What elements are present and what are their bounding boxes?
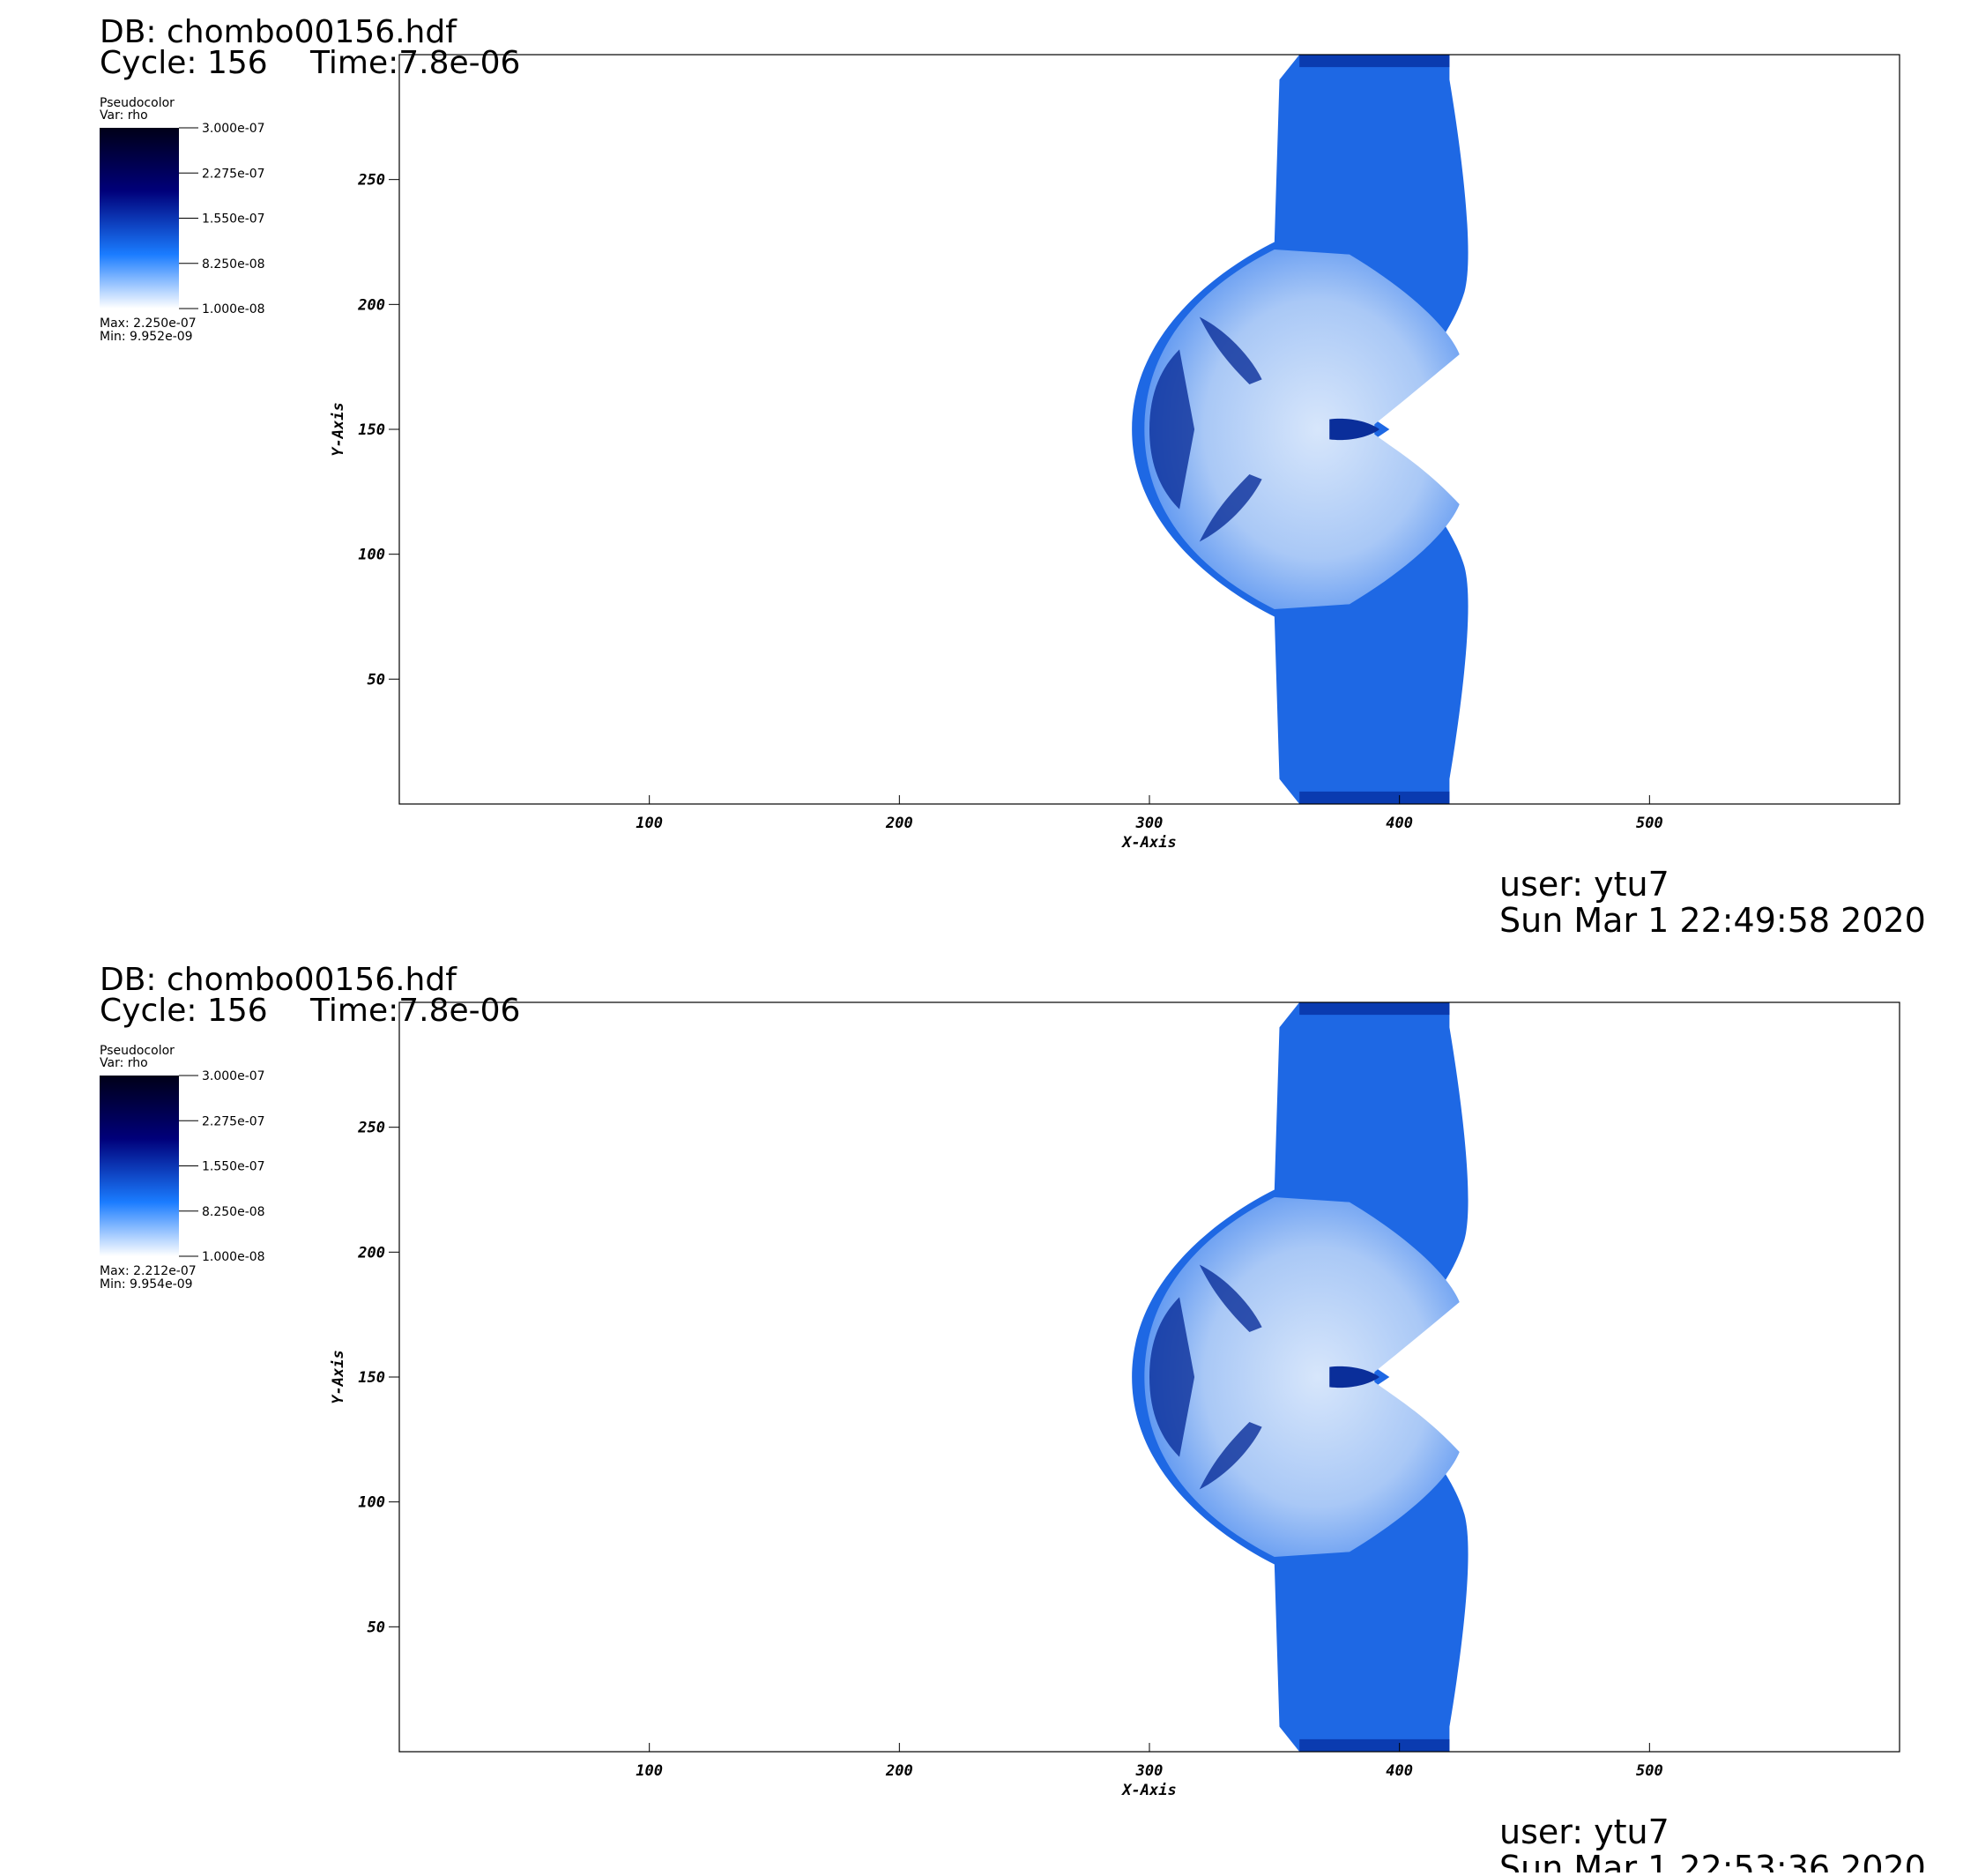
user-label: user: ytu7 [1499,1813,1669,1851]
x-tick-label: 300 [1135,1762,1164,1780]
colorbar-tick-label: 8.250e-08 [202,1205,265,1219]
y-tick-label: 100 [358,1494,385,1512]
x-tick-label: 500 [1636,815,1663,832]
max-label: Max: 2.212e-07 [100,1264,197,1278]
colorbar-tick-label: 1.000e-08 [202,1250,265,1264]
colorbar [100,128,179,309]
max-label: Max: 2.250e-07 [100,316,197,331]
time-label: Time:7.8e-06 [309,45,520,81]
colorbar-tick-label: 3.000e-07 [202,1069,265,1083]
x-tick-label: 100 [636,1762,663,1780]
x-tick-label: 500 [1636,1762,1663,1780]
x-tick-label: 400 [1386,1762,1413,1780]
colorbar-tick-label: 8.250e-08 [202,257,265,272]
legend-title: Pseudocolor [100,1044,175,1058]
date-label: Sun Mar 1 22:49:58 2020 [1499,901,1926,940]
y-tick-label: 200 [357,1244,385,1262]
x-tick-label: 100 [636,815,663,832]
y-tick-label: 250 [357,1120,385,1137]
colorbar-tick-label: 2.275e-07 [202,1114,265,1128]
y-axis-label: Y-Axis [330,1350,347,1403]
legend-variable: Var: rho [100,108,148,123]
y-axis-label: Y-Axis [330,402,347,456]
legend-title: Pseudocolor [100,96,175,110]
y-tick-label: 250 [357,172,385,190]
time-label: Time:7.8e-06 [309,993,520,1029]
y-tick-label: 50 [368,1619,385,1636]
colorbar [100,1076,179,1256]
cycle-label: Cycle: 156 [100,45,268,81]
density-field [1132,55,1469,804]
y-tick-label: 50 [368,671,385,689]
x-tick-label: 400 [1386,815,1413,832]
x-tick-label: 200 [885,1762,913,1780]
min-label: Min: 9.954e-09 [100,1277,193,1292]
cycle-label: Cycle: 156 [100,993,268,1029]
date-label: Sun Mar 1 22:53:36 2020 [1499,1849,1926,1872]
y-tick-label: 100 [358,547,385,564]
colorbar-tick-label: 2.275e-07 [202,167,265,181]
colorbar-tick-label: 3.000e-07 [202,122,265,136]
colorbar-tick-label: 1.000e-08 [202,302,265,316]
y-tick-label: 150 [358,1369,385,1387]
min-label: Min: 9.952e-09 [100,330,193,344]
y-tick-label: 200 [357,296,385,314]
y-tick-label: 150 [358,421,385,439]
db-label: DB: chombo00156.hdf [100,14,457,50]
x-axis-label: X-Axis [1120,1782,1176,1799]
legend-variable: Var: rho [100,1056,148,1070]
x-tick-label: 300 [1135,815,1164,832]
db-label: DB: chombo00156.hdf [100,962,457,998]
density-field [1132,1002,1469,1752]
user-label: user: ytu7 [1499,865,1669,904]
colorbar-tick-label: 1.550e-07 [202,1160,265,1174]
x-tick-label: 200 [885,815,913,832]
colorbar-tick-label: 1.550e-07 [202,212,265,227]
x-axis-label: X-Axis [1120,834,1176,852]
